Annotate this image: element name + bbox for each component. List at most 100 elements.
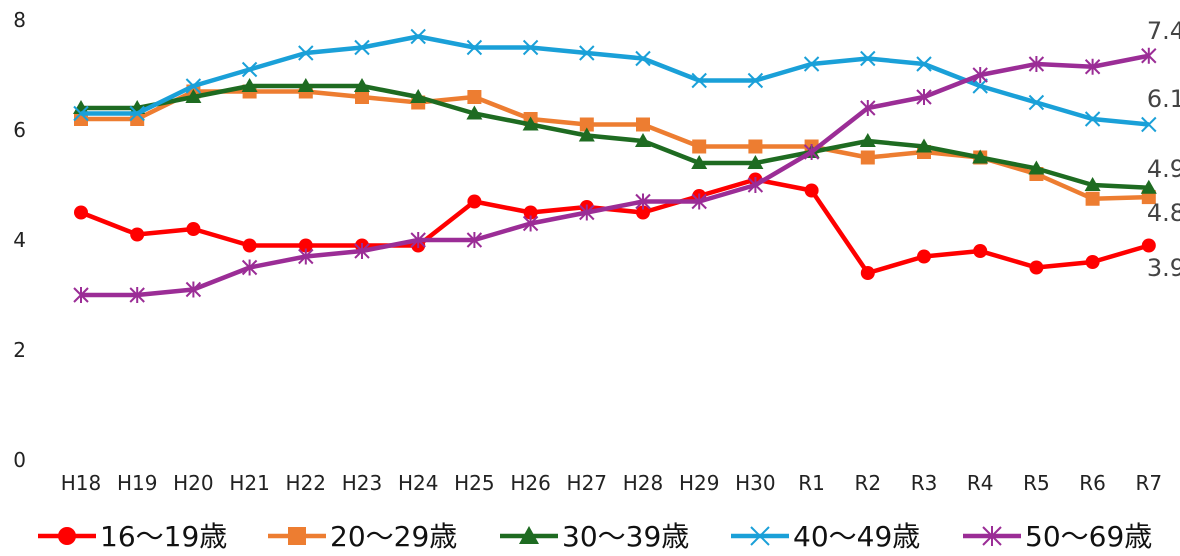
data-point-stroke [579, 45, 595, 61]
data-point [73, 105, 89, 122]
data-point-stroke [1028, 94, 1045, 111]
legend-item: 50～69歳 [963, 520, 1152, 553]
x-tick-label: R5 [1023, 471, 1050, 495]
data-point [522, 215, 539, 232]
series-line [80, 177, 1150, 276]
data-point-stroke [1084, 111, 1101, 127]
data-point-stroke [410, 28, 426, 45]
end-value-label: 7.4 [1147, 17, 1180, 45]
data-point [297, 78, 314, 92]
data-point [241, 78, 258, 92]
data-point [523, 205, 538, 220]
series-1 [74, 172, 1156, 280]
data-point-stroke [466, 39, 483, 56]
data-point [298, 45, 314, 61]
data-point [519, 526, 539, 544]
series-line [81, 89, 1149, 201]
data-point [916, 89, 932, 105]
data-point [636, 205, 650, 220]
data-point [691, 72, 707, 89]
legend-label: 30～39歳 [562, 520, 689, 552]
data-point-stroke [916, 56, 932, 72]
plot-area [73, 28, 1157, 303]
data-point [860, 50, 876, 67]
data-point [860, 100, 876, 116]
end-value-label: 6.1 [1147, 85, 1180, 113]
data-point [972, 67, 988, 83]
x-tick-label: H19 [117, 471, 158, 495]
data-point [1084, 111, 1101, 127]
legend-label: 40～49歳 [793, 520, 920, 552]
data-point [859, 133, 876, 147]
data-point [1084, 58, 1101, 75]
data-point [410, 232, 426, 248]
legend-label: 20～29歳 [330, 520, 457, 552]
data-point [130, 227, 145, 242]
y-tick-label: 6 [13, 118, 26, 142]
end-value-label: 4.8 [1147, 199, 1180, 227]
y-tick-label: 4 [13, 228, 26, 252]
data-point-stroke [241, 61, 258, 78]
data-point-stroke [750, 526, 770, 546]
x-tick-label: H29 [679, 471, 720, 495]
legend: 16～19歳 20～29歳 30～39歳 40～49歳 50～69歳 [38, 520, 1152, 553]
x-axis: H18 H19 H20 H21 H22 H23 H24 H25 H26 H27 H28 H29 H30 R… [61, 471, 1162, 495]
y-tick-label: 0 [13, 448, 26, 472]
end-value-label: 4.9 [1147, 155, 1180, 183]
data-point [803, 144, 820, 160]
data-point [748, 139, 763, 154]
data-point [972, 149, 989, 164]
series-line [81, 83, 1149, 190]
y-tick-label: 8 [13, 8, 26, 32]
data-point [241, 61, 258, 78]
data-point-stroke [860, 50, 876, 67]
data-point [129, 105, 145, 122]
x-tick-label: R6 [1079, 471, 1106, 495]
x-tick-label: H21 [229, 471, 270, 495]
data-point [467, 90, 482, 104]
data-point [804, 183, 819, 198]
data-point [410, 89, 427, 103]
series-4 [73, 28, 1157, 133]
x-tick-label: H27 [567, 471, 608, 495]
data-point-stroke [298, 45, 314, 61]
data-point [916, 138, 932, 153]
legend-item: 30～39歳 [500, 520, 689, 553]
data-point [982, 526, 1002, 546]
data-point-stroke [691, 72, 707, 89]
data-point-stroke [1141, 116, 1157, 133]
data-point-stroke [354, 39, 370, 56]
data-point [803, 56, 820, 72]
data-point [354, 39, 370, 56]
series-line [81, 34, 1150, 127]
data-point [747, 177, 764, 193]
data-point [1085, 191, 1100, 206]
data-point [636, 117, 650, 132]
data-point [185, 89, 202, 103]
data-point [1140, 179, 1157, 194]
data-point [466, 39, 483, 56]
data-point [73, 287, 89, 303]
data-point-stroke [522, 39, 539, 56]
data-point-stroke [129, 105, 145, 122]
data-point-stroke [972, 78, 988, 94]
data-point [635, 50, 651, 67]
data-point [185, 78, 202, 94]
x-tick-label: R7 [1135, 471, 1162, 495]
data-point [522, 39, 539, 56]
data-point [972, 78, 988, 94]
x-tick-label: H23 [342, 471, 383, 495]
end-value-label: 3.9 [1147, 254, 1180, 282]
data-point [747, 72, 764, 89]
data-point [74, 205, 88, 220]
data-point [1084, 177, 1101, 191]
legend-item: 20～29歳 [268, 520, 457, 553]
data-point [185, 281, 202, 298]
data-point [1141, 47, 1157, 64]
data-point [635, 133, 651, 147]
x-tick-label: H22 [286, 471, 327, 495]
data-point [466, 105, 483, 120]
data-point [1028, 56, 1045, 72]
data-point [1028, 160, 1045, 175]
